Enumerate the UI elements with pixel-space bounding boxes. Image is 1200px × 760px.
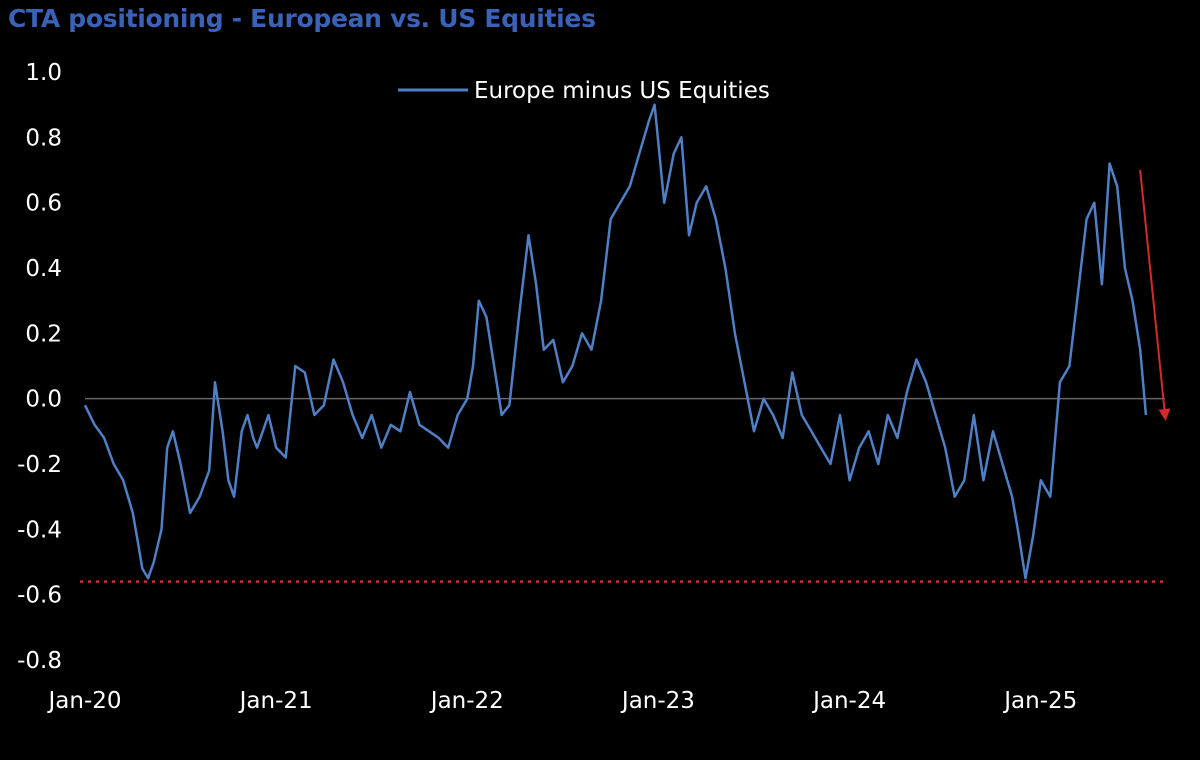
y-tick-label: 0.4 <box>25 256 62 282</box>
x-tick-label: Jan-20 <box>46 688 121 714</box>
series-line-europe-minus-us <box>83 103 1148 580</box>
chart-title: CTA positioning - European vs. US Equiti… <box>8 4 596 33</box>
y-tick-label: 0.8 <box>25 125 62 151</box>
y-tick-label: 0.6 <box>25 191 62 217</box>
x-tick-label: Jan-22 <box>429 688 504 714</box>
x-tick-label: Jan-21 <box>238 688 313 714</box>
y-tick-label: -0.6 <box>17 583 62 609</box>
legend: Europe minus US Equities <box>398 78 770 104</box>
trend-arrow-annotation <box>1139 169 1171 421</box>
y-tick-label: 1.0 <box>25 60 62 86</box>
y-tick-label: -0.4 <box>17 517 62 543</box>
legend-label: Europe minus US Equities <box>474 78 770 104</box>
x-axis: Jan-20 Jan-21 Jan-22 Jan-23 Jan-24 Jan-25 <box>46 688 1077 714</box>
x-tick-label: Jan-23 <box>620 688 695 714</box>
x-tick-label: Jan-25 <box>1002 688 1077 714</box>
y-tick-label: -0.8 <box>17 648 62 674</box>
x-tick-label: Jan-24 <box>811 688 886 714</box>
y-axis: 1.0 0.8 0.6 0.4 0.2 0.0 -0.2 -0.4 -0.6 -0.8 <box>17 60 62 674</box>
y-tick-label: 0.2 <box>25 321 62 347</box>
y-tick-label: -0.2 <box>17 452 62 478</box>
y-tick-label: 0.0 <box>25 387 62 413</box>
